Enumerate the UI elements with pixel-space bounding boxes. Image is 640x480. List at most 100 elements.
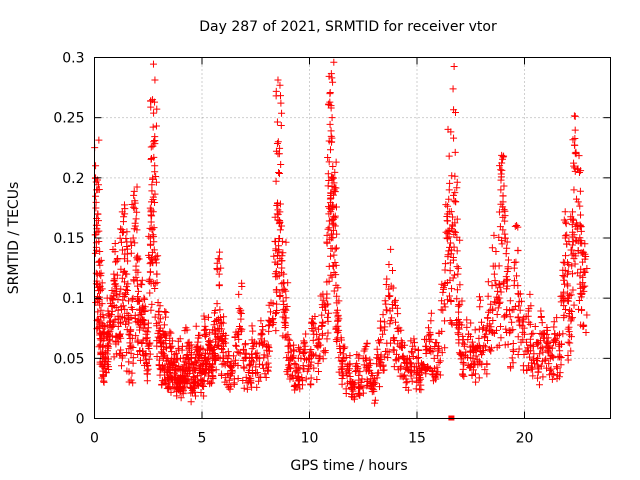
data-point [544,347,552,355]
y-axis-label: SRMTID / TECUs [6,182,22,295]
data-point [296,345,304,353]
data-point [557,361,565,369]
data-point [528,330,536,338]
data-point [366,359,374,367]
data-point [242,349,250,357]
data-point [564,268,572,276]
data-point [497,170,505,178]
data-point [425,347,433,355]
data-point [265,327,273,335]
data-point [435,345,443,353]
data-point [320,347,328,355]
data-point [548,352,556,360]
data-point [331,188,339,196]
data-point [264,352,272,360]
data-point [575,297,583,305]
data-point [407,372,415,380]
data-point [497,200,505,208]
data-point [232,356,240,364]
data-point [503,238,511,246]
data-point [286,342,294,350]
data-point [179,383,187,391]
data-point [553,314,561,322]
data-point [333,299,341,307]
data-point [123,228,131,236]
data-point [167,373,175,381]
data-point [104,328,112,336]
data-point [201,322,209,330]
data-point [146,289,154,297]
data-point [342,385,350,393]
y-tick-label: 0.3 [62,51,84,67]
data-point [453,184,461,192]
data-point [96,270,104,278]
data-point [482,325,490,333]
data-point [223,380,231,388]
data-point [216,320,224,328]
data-point [569,136,577,144]
data-point [119,302,127,310]
data-point [330,287,338,295]
data-point [582,329,590,337]
data-point [311,312,319,320]
data-point [297,354,305,362]
data-point [162,308,170,316]
data-point [330,179,338,187]
data-point [514,246,522,254]
data-point [100,314,108,322]
data-point [327,70,335,78]
data-point [451,189,459,197]
data-point [535,381,543,389]
data-point [111,240,119,248]
data-point [370,387,378,395]
data-point [149,60,157,68]
data-point [235,323,243,331]
data-point [262,373,270,381]
data-point [144,365,152,373]
data-point [110,270,118,278]
data-point [279,249,287,257]
data-point [531,322,539,330]
data-point [455,308,463,316]
data-point [237,309,245,317]
data-point [507,327,515,335]
data-point [340,345,348,353]
data-point [95,283,103,291]
data-point [237,315,245,323]
data-point [515,345,523,353]
data-point [562,252,570,260]
data-point [537,307,545,315]
data-point [106,327,114,335]
data-point [328,273,336,281]
data-point [514,333,522,341]
data-point [325,309,333,317]
data-point [450,134,458,142]
data-point [95,227,103,235]
data-point [571,260,579,268]
data-point [131,197,139,205]
data-point [181,327,189,335]
data-point [355,390,363,398]
data-point [253,369,261,377]
data-point [141,295,149,303]
data-point [252,363,260,371]
data-point [552,335,560,343]
data-point [472,378,480,386]
data-point [514,313,522,321]
data-point [106,294,114,302]
data-point [134,338,142,346]
data-point [391,298,399,306]
data-point [95,136,103,144]
data-point [282,294,290,302]
data-point [273,140,281,148]
data-point [149,193,157,201]
data-point [278,109,286,117]
data-point [482,343,490,351]
data-point [560,288,568,296]
data-point [439,288,447,296]
data-point [194,334,202,342]
data-point [525,305,533,313]
data-point [371,399,379,407]
data-point [211,317,219,325]
data-point [323,335,331,343]
